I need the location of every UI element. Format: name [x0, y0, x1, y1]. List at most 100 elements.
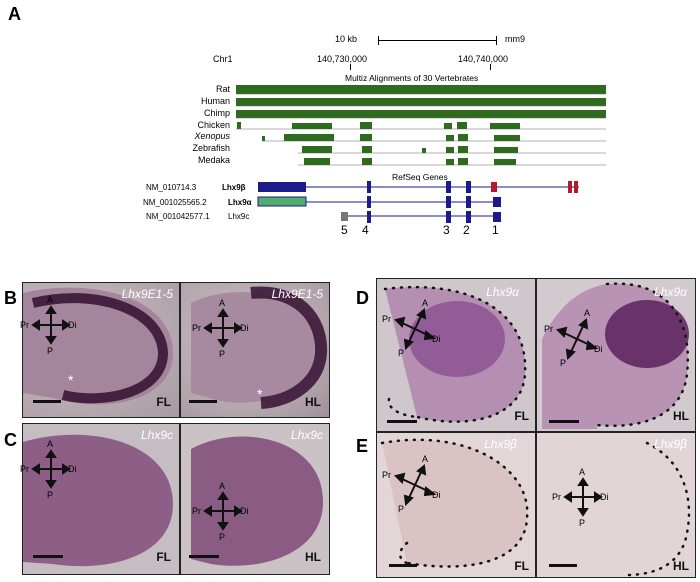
probe-label-d-fl: Lhx9α [486, 285, 519, 299]
axis-label-di: Di [432, 490, 441, 500]
axis-label-a: A [422, 454, 429, 464]
transcript-name-c: Lhx9c [228, 212, 250, 221]
species-label-rat: Rat [215, 84, 230, 94]
chrom-label: Chr1 [213, 54, 233, 64]
axis-label-di: Di [600, 492, 609, 502]
scale-bar-d-hl [549, 420, 579, 423]
axis-label-p: P [47, 346, 54, 356]
scale-label: 10 kb [335, 34, 358, 44]
probe-label-c-fl: Lhx9c [140, 428, 173, 442]
panel-label-a: A [8, 4, 21, 24]
scale-bar-b-fl [33, 400, 61, 403]
axis-label-di: Di [594, 344, 603, 354]
gene-models [257, 181, 579, 223]
transcript-alpha-model [257, 196, 501, 208]
axis-label-di: Di [432, 334, 441, 344]
axis-label-p: P [219, 349, 226, 359]
limb-tag-e-hl: HL [673, 559, 689, 573]
axis-label-a: A [47, 439, 54, 449]
panel-label-b: B [4, 288, 17, 308]
axis-label-pr: Pr [552, 492, 561, 502]
axis-label-pr: Pr [382, 470, 391, 480]
coord-left: 140,730,000 [317, 54, 368, 64]
axis-label-a: A [219, 298, 226, 308]
axis-compass-c-fl: A P Pr Di [20, 439, 77, 500]
exon-number-2: 2 [463, 223, 470, 237]
probe-label-e-hl: Lhx9β [654, 437, 687, 451]
species-label-chicken: Chicken [197, 120, 230, 130]
axis-label-a: A [219, 481, 226, 491]
axis-compass-b-fl: A P Pr Di [20, 295, 77, 356]
track-chicken [236, 122, 606, 130]
photo-e-hindlimb: Lhx9β HL [536, 432, 696, 578]
axis-label-di: Di [240, 323, 249, 333]
conservation-tracks [236, 85, 606, 166]
axis-label-di: Di [240, 506, 249, 516]
axis-label-pr: Pr [20, 464, 29, 474]
limb-tag-c-hl: HL [305, 550, 321, 564]
species-label-human: Human [200, 96, 230, 106]
axis-compass-e-hl: A P Pr Di [552, 467, 609, 528]
exon-number-4: 4 [362, 223, 369, 237]
coord-tick-right [490, 64, 491, 70]
exon-number-1: 1 [492, 223, 499, 237]
coord-right: 140,740,000 [458, 54, 509, 64]
track-chimp [236, 110, 606, 119]
scale-bar-c-fl [33, 555, 63, 558]
axis-label-p: P [579, 518, 586, 528]
axis-label-di: Di [68, 464, 77, 474]
axis-label-di: Di [68, 320, 77, 330]
axis-label-pr: Pr [192, 323, 201, 333]
axis-label-p: P [398, 504, 405, 514]
asterisk-b-hl: * [257, 386, 263, 402]
track-rat [236, 85, 606, 95]
limb-tag-e-fl: FL [514, 559, 529, 573]
axis-label-pr: Pr [192, 506, 201, 516]
axis-compass-d-fl: A P Pr Di [382, 298, 441, 358]
limb-tag-c-fl: FL [156, 550, 171, 564]
axis-label-a: A [579, 467, 586, 477]
species-label-zebrafish: Zebrafish [192, 143, 230, 153]
photo-c-hindlimb: Lhx9c HL [180, 423, 330, 575]
scale-bar-d-fl [387, 420, 417, 423]
scale-tick-right [496, 36, 497, 45]
asterisk-b-fl: * [68, 372, 74, 388]
transcript-id-c: NM_001042577.1 [146, 212, 210, 221]
photo-c-forelimb: Lhx9c FL [22, 423, 180, 575]
probe-label-b-hl: Lhx9E1-5 [271, 287, 323, 301]
axis-compass-c-hl: A P Pr Di [192, 481, 249, 542]
exon-number-3: 3 [443, 223, 450, 237]
probe-label-c-hl: Lhx9c [290, 428, 323, 442]
panel-label-d: D [356, 288, 369, 308]
transcript-id-beta: NM_010714.3 [146, 183, 197, 192]
limb-tag-d-hl: HL [673, 409, 689, 423]
transcript-id-alpha: NM_001025565.2 [143, 198, 207, 207]
axis-label-p: P [398, 348, 405, 358]
axis-label-a: A [47, 295, 54, 305]
track-human [236, 98, 606, 107]
photo-d-hindlimb: Lhx9α HL [536, 278, 696, 432]
limb-tag-d-fl: FL [514, 409, 529, 423]
axis-label-pr: Pr [20, 320, 29, 330]
probe-label-d-hl: Lhx9α [654, 285, 687, 299]
transcript-c-model [341, 211, 501, 223]
panel-label-e: E [356, 436, 369, 456]
scale-bar [378, 40, 496, 41]
axis-label-p: P [219, 532, 226, 542]
exon-number-5: 5 [341, 223, 348, 237]
axis-compass-b-hl: A P Pr Di [192, 298, 249, 359]
scale-bar-e-fl [389, 564, 417, 567]
axis-label-a: A [584, 308, 591, 318]
transcript-name-beta: Lhx9β [222, 183, 246, 192]
species-label-chimp: Chimp [203, 108, 230, 118]
probe-label-b-fl: Lhx9E1-5 [121, 287, 173, 301]
track-xenopus [262, 134, 606, 142]
scale-bar-b-hl [189, 400, 217, 403]
scale-tick-left [378, 36, 379, 45]
track-medaka [298, 158, 606, 166]
track-zebrafish [298, 146, 606, 154]
axis-compass-d-hl: A P Pr Di [544, 308, 603, 368]
limb-tag-b-hl: HL [305, 395, 321, 409]
scale-bar-e-hl [549, 564, 577, 567]
alignment-title: Multiz Alignments of 30 Vertebrates [345, 73, 479, 83]
